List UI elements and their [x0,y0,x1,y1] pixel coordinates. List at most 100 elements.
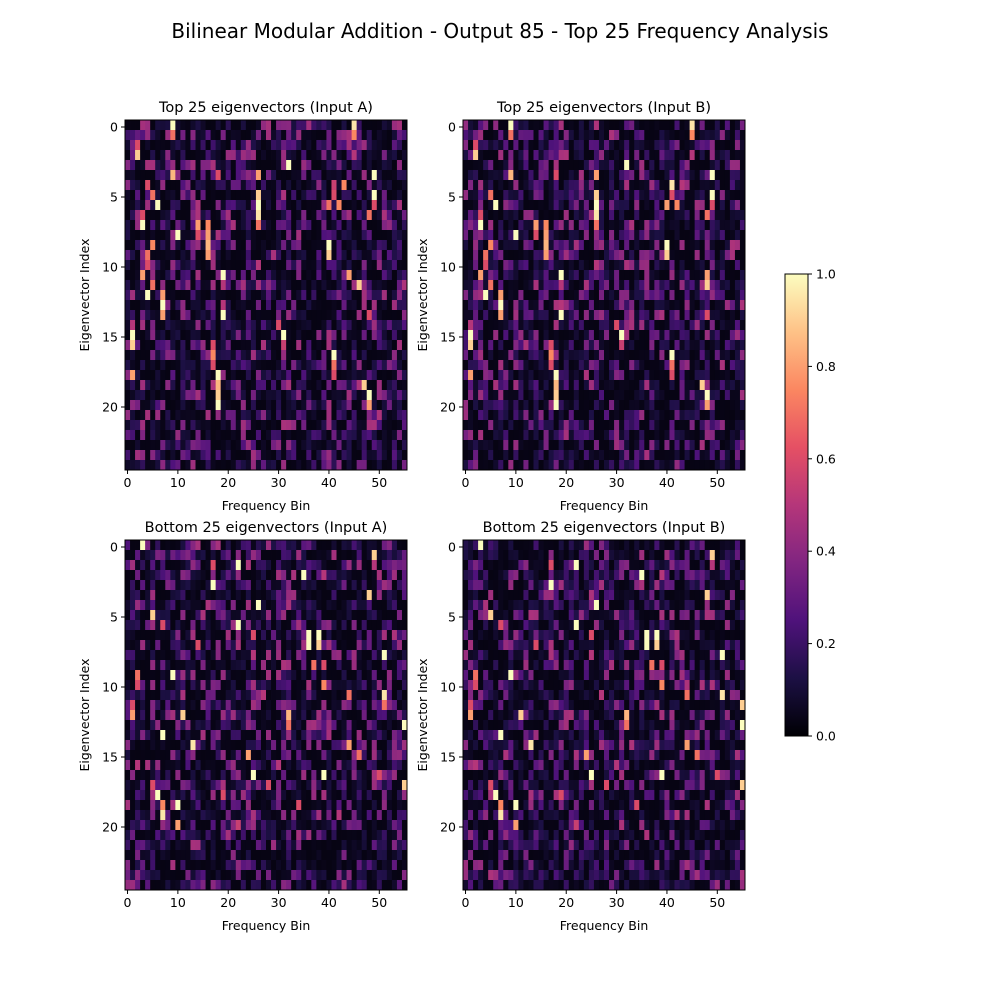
heatmap-cell [386,170,393,181]
heatmap-cell [473,290,479,301]
heatmap-cell [739,180,746,191]
heatmap-cell [200,230,206,241]
heatmap-cell [260,330,267,341]
heatmap-cell [331,210,337,221]
heatmap-cell [301,460,307,471]
heatmap-cell [498,340,504,351]
heatmap-cell [205,410,212,421]
heatmap-cell [709,330,716,341]
heatmap-cell [331,690,337,701]
heatmap-cell [473,350,479,361]
heatmap-cell [220,580,227,591]
heatmap-cell [301,700,307,711]
heatmap-cell [508,450,514,461]
heatmap-cell [473,430,479,441]
heatmap-cell [150,190,156,201]
heatmap-cell [336,300,342,311]
heatmap-cell [155,630,161,641]
heatmap-cell [468,280,474,291]
heatmap-cell [548,300,555,311]
heatmap-cell [316,680,322,691]
heatmap-cell [316,280,322,291]
heatmap-cell [724,140,731,151]
heatmap-cell [210,660,217,671]
heatmap-cell [639,350,645,361]
heatmap-cell [346,690,353,701]
heatmap-cell [523,220,529,231]
heatmap-cell [478,350,484,361]
heatmap-cell [195,620,201,631]
heatmap-cell [336,330,342,341]
heatmap-cell [513,220,519,231]
heatmap-cell [225,350,232,361]
heatmap-cell [371,390,378,401]
heatmap-cell [699,380,706,391]
heatmap-cell [185,380,191,391]
heatmap-cell [210,540,217,551]
heatmap-cell [689,190,696,201]
y-tick-label: 10 [102,260,118,275]
heatmap-cell [719,270,726,281]
heatmap-cell [190,160,196,171]
heatmap-cell [654,200,660,211]
heatmap-cell [709,210,716,221]
heatmap-cell [276,350,282,361]
heatmap-cell [356,260,363,271]
heatmap-cell [195,170,201,181]
heatmap-cell [240,190,247,201]
heatmap-cell [351,450,358,461]
heatmap-cell [669,240,675,251]
heatmap-cell [145,590,151,601]
heatmap-cell [145,560,151,571]
heatmap-cell [518,460,524,471]
heatmap-cell [140,590,146,601]
heatmap-cell [498,310,504,321]
heatmap-cell [195,320,201,331]
heatmap-cell [468,450,474,461]
heatmap-cell [135,460,141,471]
heatmap-cell [336,340,342,351]
heatmap-cell [255,190,262,201]
heatmap-cell [553,460,560,471]
heatmap-cell [669,200,675,211]
heatmap-cell [311,180,317,191]
heatmap-cell [195,590,201,601]
heatmap-cell [125,250,131,261]
heatmap-cell [130,320,136,331]
heatmap-cell [225,540,232,551]
heatmap-cell [185,630,191,641]
heatmap-cell [578,320,585,331]
heatmap-cell [371,670,378,681]
heatmap-cell [478,220,484,231]
heatmap-cell [729,310,736,321]
heatmap-cell [271,550,277,561]
heatmap-cell [376,440,383,451]
heatmap-cell [240,400,247,411]
heatmap-cell [578,440,585,451]
heatmap-cell [634,350,640,361]
heatmap-cell [351,320,358,331]
heatmap-cell [341,590,347,601]
heatmap-cell [401,700,408,711]
heatmap-cell [306,580,312,591]
heatmap-cell [331,150,337,161]
heatmap-cell [619,310,625,321]
heatmap-cell [609,330,615,341]
heatmap-cell [175,190,181,201]
heatmap-cell [493,290,499,301]
heatmap-cell [558,130,565,141]
heatmap-cell [215,280,222,291]
heatmap-cell [619,190,625,201]
heatmap-cell [619,400,625,411]
heatmap-cell [356,400,363,411]
heatmap-cell [326,420,332,431]
heatmap-cell [341,680,347,691]
heatmap-cell [145,280,151,291]
heatmap-cell [140,570,146,581]
heatmap-cell [215,450,222,461]
heatmap-cell [578,210,585,221]
heatmap-cell [478,180,484,191]
heatmap-cell [553,430,560,441]
heatmap-cell [276,130,282,141]
heatmap-cell [704,350,711,361]
